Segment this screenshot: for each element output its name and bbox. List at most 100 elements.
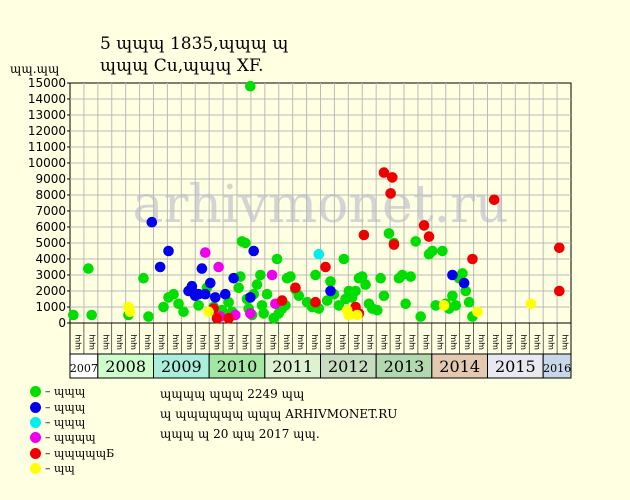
y-tick-label: 8000 <box>35 188 66 202</box>
data-point <box>178 306 189 318</box>
year-label: 2008 <box>105 357 146 376</box>
data-point <box>343 309 355 321</box>
data-point <box>387 172 398 183</box>
year-label: 2010 <box>217 357 258 376</box>
data-point <box>158 301 169 313</box>
data-point <box>430 300 442 311</box>
quarter-label: ɰɰ <box>393 334 402 350</box>
quarter-label: ɰɰ <box>477 334 486 350</box>
year-cell <box>208 353 266 379</box>
data-point <box>554 242 565 254</box>
quarter-label: ɰɰ <box>310 334 319 350</box>
scatter-chart: arhivmonet.ru010002000300040005000600070… <box>28 76 572 379</box>
source-note: ɰ ɰɰɰɰɰɰ ɰɰɰ ARHIVMONET.RU <box>160 407 398 421</box>
legend-entry: – ɰɰɰɰɰБ <box>30 446 114 461</box>
data-point <box>427 245 438 257</box>
quarter-label: ɰɰ <box>365 334 374 350</box>
data-point <box>233 282 244 294</box>
legend-swatch <box>30 463 41 475</box>
chart-title-line-1: 5 ɰɰɰ 1835,ɰɰɰ ɰ <box>100 34 289 54</box>
data-point <box>313 248 325 260</box>
legend-label: – ɰɰ <box>45 462 75 476</box>
legend-entry: – ɰɰɰɰ <box>30 430 114 445</box>
data-point <box>333 300 345 311</box>
data-point <box>438 300 450 311</box>
year-cell <box>97 353 155 379</box>
data-point <box>138 272 149 284</box>
legend-label: – ɰɰɰɰɰБ <box>45 446 115 460</box>
quarter-label: ɰɰ <box>268 334 277 350</box>
data-point <box>203 306 214 318</box>
legend-swatch <box>30 401 41 413</box>
y-tick-label: 3000 <box>35 268 66 282</box>
y-tick-label: 13000 <box>28 108 66 122</box>
data-point <box>240 237 251 249</box>
y-tick-label: 4000 <box>35 252 66 266</box>
y-tick-label: 9000 <box>35 172 66 186</box>
legend-entry: – ɰɰɰ <box>30 399 114 414</box>
data-point <box>383 228 395 239</box>
data-point <box>385 188 396 199</box>
data-point <box>447 290 458 302</box>
quarter-label: ɰɰ <box>143 334 152 350</box>
legend-label: – ɰɰɰ <box>45 415 86 429</box>
data-point <box>258 308 270 319</box>
data-point <box>266 269 278 281</box>
data-point <box>375 272 386 284</box>
y-tick-label: 12000 <box>28 124 66 138</box>
data-point <box>321 295 333 306</box>
quarter-label: ɰɰ <box>129 334 138 350</box>
data-point <box>211 312 223 324</box>
data-point <box>320 261 331 273</box>
data-point <box>199 288 211 300</box>
total-count-note: ɰɰɰɰ ɰɰɰ 2249 ɰɰ <box>160 387 305 401</box>
y-tick-label: 15000 <box>28 76 66 90</box>
y-tick-label: 0 <box>58 316 66 330</box>
data-point <box>472 306 483 318</box>
data-point <box>325 285 336 297</box>
quarter-label: ɰɰ <box>254 334 263 350</box>
data-point <box>358 229 370 241</box>
data-point <box>163 245 174 257</box>
y-tick-label: 14000 <box>28 92 66 106</box>
year-cell <box>153 353 210 379</box>
data-point <box>146 216 158 228</box>
data-point <box>193 300 204 311</box>
data-point <box>245 292 256 303</box>
data-point <box>418 220 430 231</box>
quarter-label: ɰɰ <box>379 334 388 350</box>
legend-swatch <box>30 416 41 428</box>
data-point <box>356 271 368 282</box>
year-cell <box>542 353 572 379</box>
data-point <box>457 268 468 279</box>
date-note: ɰɰɰ ɰ 20 ɰɰ 2017 ɰɰ. <box>160 427 320 441</box>
quarter-label: ɰɰ <box>170 334 179 350</box>
data-point <box>209 292 221 303</box>
data-point <box>68 309 79 321</box>
legend-label: – ɰɰɰɰ <box>45 431 96 445</box>
data-point <box>124 306 136 318</box>
quarter-label: ɰɰ <box>490 334 499 350</box>
legend-swatch <box>30 447 41 459</box>
quarter-label: ɰɰ <box>115 334 124 350</box>
quarter-label: ɰɰ <box>296 334 305 350</box>
data-point <box>467 253 478 265</box>
quarter-label: ɰɰ <box>156 334 165 350</box>
data-point <box>245 308 256 319</box>
data-point <box>196 263 208 274</box>
quarter-label: ɰɰ <box>532 334 541 350</box>
data-point <box>410 236 421 247</box>
year-label: 2016 <box>543 362 571 375</box>
quarter-label: ɰɰ <box>198 334 207 350</box>
data-point <box>213 261 224 273</box>
legend-swatch <box>30 386 41 398</box>
quarter-label: ɰɰ <box>421 334 430 350</box>
data-point <box>245 80 256 92</box>
chart-title-line-2: ɰɰɰ Cu,ɰɰɰ XF. <box>100 56 264 76</box>
data-point <box>248 245 259 257</box>
y-axis-unit-label: ɰɰ.ɰɰ <box>10 62 60 76</box>
year-label: 2012 <box>328 357 369 376</box>
data-point <box>525 298 537 310</box>
data-point <box>228 272 239 284</box>
data-point <box>371 304 383 316</box>
